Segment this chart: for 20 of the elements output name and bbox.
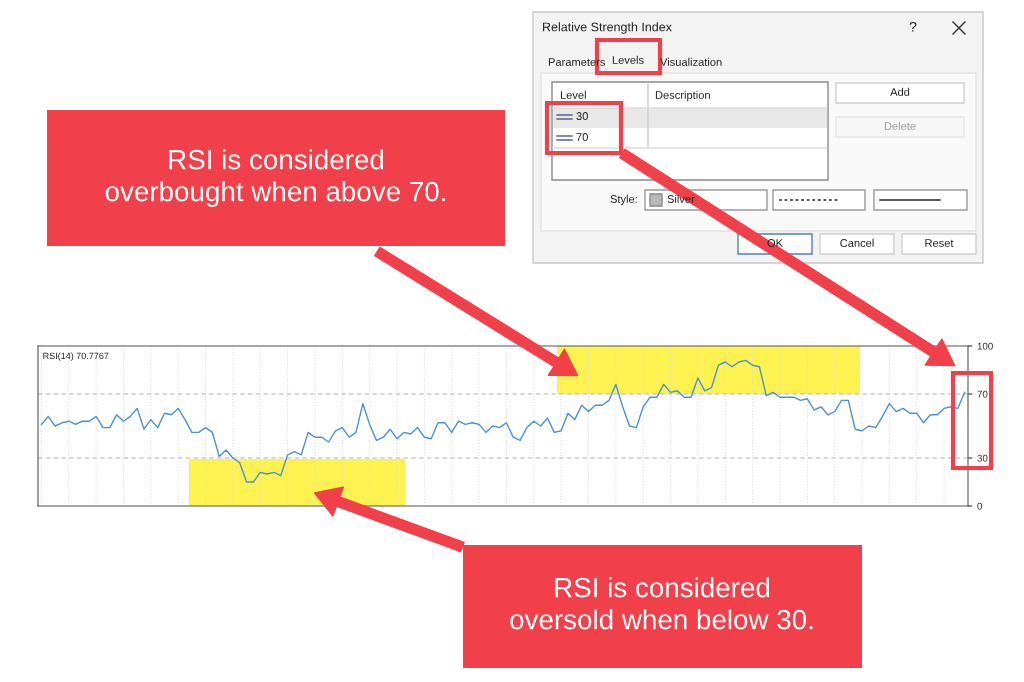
text: Delete	[884, 121, 916, 130]
text: 30	[576, 112, 588, 120]
text: RSI is considered oversold when below 30.	[510, 577, 813, 630]
text: Add	[890, 87, 910, 96]
y-tick-label: 0	[977, 502, 983, 510]
text: Reset	[925, 239, 954, 247]
text: ?	[909, 21, 917, 32]
text: Style:	[610, 194, 637, 206]
text: Relative Strength Index	[543, 22, 672, 34]
text: RSI is considered overbought when above 70.	[105, 149, 445, 207]
y-tick-label: 70	[977, 390, 988, 398]
text: 70	[576, 133, 588, 141]
text: RSI(14) 70.7767	[43, 352, 109, 361]
text: Level	[560, 90, 586, 99]
text: Description	[655, 90, 710, 102]
line-series	[40, 359, 966, 483]
y-tick-label: 100	[977, 342, 993, 350]
y-tick-label: 30	[977, 454, 988, 462]
text: Levels	[612, 55, 644, 64]
text: Cancel	[840, 238, 874, 247]
